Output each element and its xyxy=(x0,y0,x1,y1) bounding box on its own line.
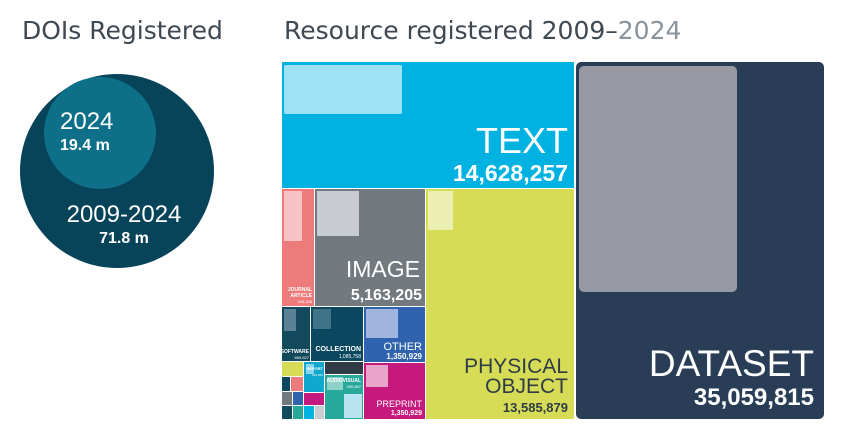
treemap-collection-label: COLLECTION xyxy=(316,346,362,353)
treemap-physical-object-value: 13,585,879 xyxy=(503,400,568,415)
treemap-dataset-inner xyxy=(579,66,737,292)
resource-title-year: 2024 xyxy=(617,16,682,45)
bubble-total-value: 71.8 m xyxy=(99,230,149,247)
treemap-image-inner xyxy=(317,191,359,236)
treemap-preprint-label: PREPRINT xyxy=(376,399,422,409)
treemap-small-9 xyxy=(304,406,314,419)
treemap-small-types xyxy=(282,362,363,419)
treemap-text-inner xyxy=(284,65,402,114)
treemap-dataset-value: 35,059,815 xyxy=(694,384,814,411)
treemap-other-label: OTHER xyxy=(384,341,423,353)
treemap-preprint-value: 1,350,929 xyxy=(391,410,422,417)
treemap-small-10 xyxy=(315,406,324,419)
treemap-image-value: 5,163,205 xyxy=(351,287,422,304)
treemap-journal-article-label: JOURNAL xyxy=(288,287,312,293)
treemap-small-1 xyxy=(282,362,303,376)
treemap-audiovisual-value: 450,887 xyxy=(347,384,362,389)
resource-title-main: Resource registered 2009– xyxy=(284,16,618,45)
treemap-image-label: IMAGE xyxy=(346,256,420,282)
bubble-chart: 2024 19.4 m 2009-2024 71.8 m xyxy=(20,74,214,268)
treemap-report-inner xyxy=(306,364,314,374)
treemap: TEXT 14,628,257 DATASET 35,059,815 PHYSI… xyxy=(281,62,824,419)
treemap-journal-article-label-2: ARTICLE xyxy=(290,293,312,299)
treemap-audiovisual-inner xyxy=(327,377,343,390)
treemap-software-label: SOFTWARE xyxy=(281,349,310,355)
treemap-dataset-label: DATASET xyxy=(649,343,814,384)
treemap-small-11 xyxy=(325,362,363,374)
treemap-small-4 xyxy=(282,392,292,405)
treemap-small-8 xyxy=(304,393,324,405)
treemap-preprint-inner xyxy=(366,365,388,387)
bubble-2024-label: 2024 xyxy=(60,108,113,135)
treemap-other-value: 1,350,929 xyxy=(386,352,422,361)
treemap-text-label: TEXT xyxy=(476,120,568,161)
treemap-other-inner xyxy=(366,309,398,338)
treemap-software-inner xyxy=(284,309,296,331)
bubble-2024 xyxy=(44,77,156,189)
treemap-physical-object-inner xyxy=(428,191,453,230)
treemap-audiovisual-label: AUDIOVISUAL xyxy=(327,378,361,384)
treemap-report-value: 240,000 xyxy=(312,373,323,377)
treemap-small-2 xyxy=(282,377,290,391)
treemap-software-value: 869,627 xyxy=(295,355,310,360)
treemap-text-value: 14,628,257 xyxy=(453,160,568,186)
treemap-collection-value: 1,085,758 xyxy=(339,354,361,360)
treemap-physical-object-label-2: OBJECT xyxy=(485,375,568,398)
dois-registered-title: DOIs Registered xyxy=(22,16,223,45)
treemap-journal-article-inner xyxy=(284,191,302,241)
treemap-report-label: REPORT xyxy=(306,366,323,371)
treemap-audiovisual-sub xyxy=(344,394,362,418)
treemap-small-7 xyxy=(293,406,303,419)
treemap-collection-inner xyxy=(313,309,331,329)
bubble-2024-value: 19.4 m xyxy=(60,137,110,154)
bubble-total-label: 2009-2024 xyxy=(67,201,182,228)
treemap-small-3 xyxy=(291,377,303,391)
treemap-journal-article-value: 945,166 xyxy=(298,299,313,304)
treemap-small-5 xyxy=(293,392,303,405)
treemap-small-6 xyxy=(282,406,292,419)
resource-registered-title: Resource registered 2009–2024 xyxy=(284,16,681,45)
treemap-physical-object-label: PHYSICAL xyxy=(464,355,568,378)
